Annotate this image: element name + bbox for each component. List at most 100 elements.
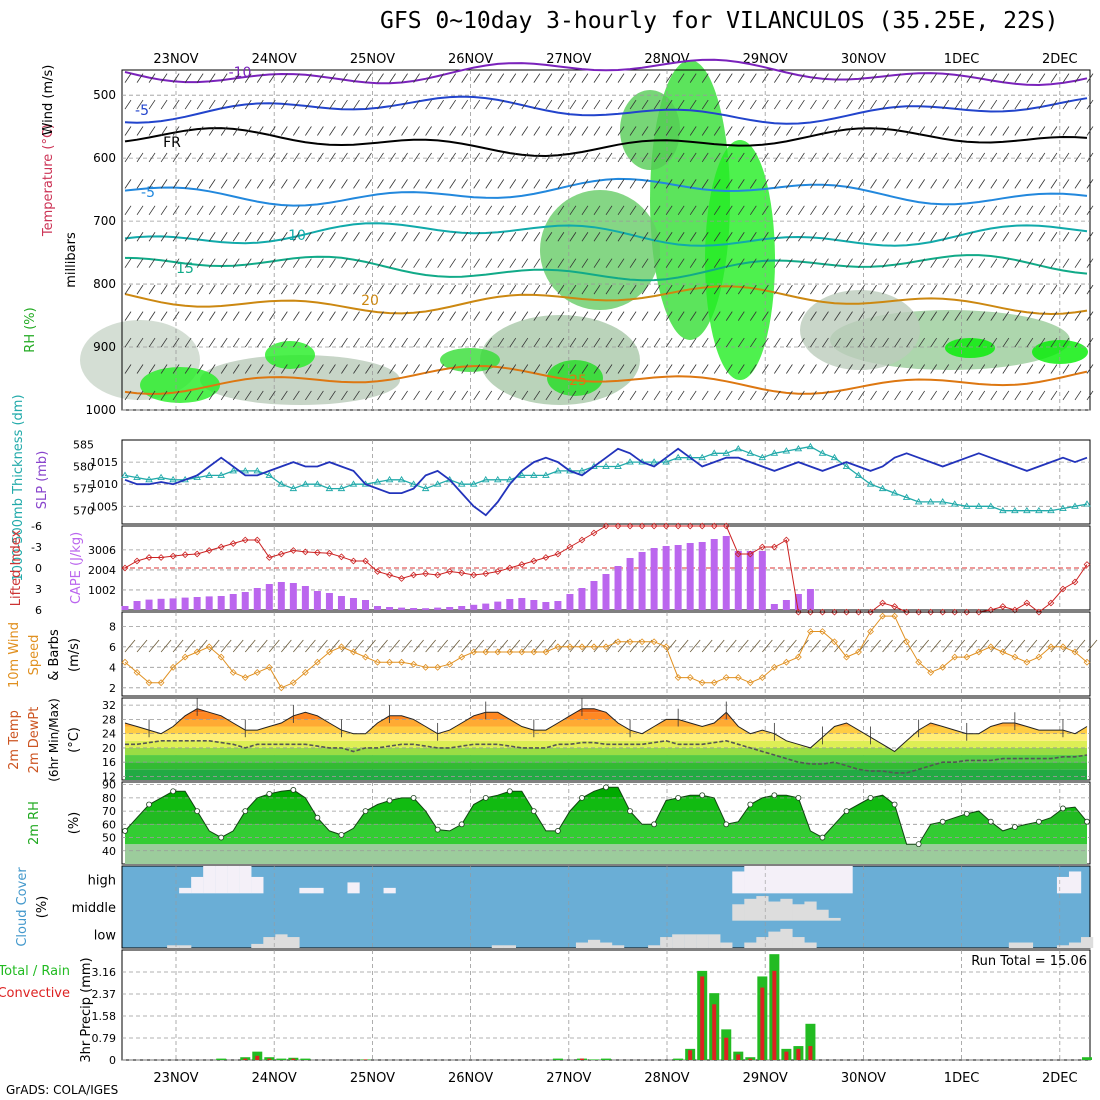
wind-barb [329, 311, 336, 321]
wind-barb [256, 99, 264, 110]
cloud-cell [744, 898, 757, 921]
wind-barb [425, 284, 432, 295]
lifted-index-point [422, 570, 430, 577]
wind-barb [834, 179, 841, 189]
wind-barb [858, 205, 865, 216]
wind-barb [1002, 337, 1010, 348]
wind-barb [641, 337, 649, 348]
wind-barb [1062, 205, 1070, 216]
thickness-point [926, 498, 935, 505]
wind-point [843, 653, 850, 661]
wind-barb [677, 232, 685, 242]
wind-barb [1062, 73, 1070, 83]
wind-barb [569, 390, 577, 401]
wind-barb [293, 152, 300, 163]
wind-barb [774, 337, 781, 348]
wind-barb [569, 99, 577, 110]
wind-barb [365, 179, 372, 189]
wind-barb [918, 311, 925, 321]
wind-barb [593, 73, 601, 83]
wind-barb [870, 364, 877, 374]
wind-barb [365, 205, 372, 216]
wind-barb [172, 73, 180, 83]
rh-point [747, 801, 754, 808]
wind-barb [786, 258, 793, 268]
rh-shading [945, 338, 995, 358]
wind-barb [858, 73, 865, 83]
wind-barb [413, 73, 420, 83]
precip-conv-bar [808, 1046, 813, 1060]
thickness-point [554, 467, 562, 474]
wind-barb [497, 126, 505, 136]
wind-barb [184, 152, 192, 163]
wind-barb [509, 99, 517, 110]
wind-barb [425, 639, 436, 653]
wind-barb [497, 639, 509, 653]
wind-barb [749, 284, 757, 295]
wind-barb [341, 284, 348, 295]
wind-barb [329, 232, 336, 242]
wind-barb [798, 179, 805, 189]
thickness-point [469, 480, 478, 487]
rh-tick-label: 70 [102, 805, 116, 818]
wind-point [915, 658, 923, 666]
wind-barb [617, 126, 625, 136]
wind-barb [148, 232, 156, 242]
wind-barb [894, 639, 905, 653]
wind-barb [521, 258, 529, 268]
cape-bar [662, 546, 670, 610]
wind-barb [954, 205, 962, 216]
wind-barb [148, 639, 160, 653]
wind-barb [172, 284, 180, 295]
date-label-bottom: 29NOV [743, 1071, 788, 1086]
precip-conv-bar [736, 1054, 741, 1060]
thickness-line [124, 445, 1088, 512]
wind-barb [184, 284, 192, 295]
wind-barb [858, 337, 865, 348]
date-label-top: 24NOV [252, 52, 297, 67]
cape-bar [374, 606, 382, 610]
wind-barb [1086, 311, 1094, 321]
thickness-point [313, 480, 322, 487]
rh-point [963, 810, 970, 817]
isotherm-label: -5 [135, 103, 149, 119]
wind-barb [774, 152, 781, 163]
wind-barb [942, 126, 950, 136]
wind-barb [906, 99, 913, 110]
lifted-index-point [843, 608, 850, 616]
rh-point [891, 801, 898, 808]
wind-barb [497, 364, 505, 374]
wind-barb [1038, 73, 1046, 83]
wind-barb [786, 639, 797, 653]
isotherm-line [124, 285, 1088, 316]
wind-barb [725, 639, 737, 653]
wind-barb [449, 179, 457, 189]
wind-barb [413, 639, 424, 653]
wind-barb [305, 284, 312, 295]
cloud-cell [744, 942, 757, 948]
wind-barb [485, 284, 493, 295]
wind-barb [497, 390, 505, 401]
thickness-point [614, 462, 622, 469]
date-labels-bottom: 23NOV 24NOV 25NOV 26NOV 27NOV 28NOV 29NOV 30NOV… [153, 1071, 1077, 1086]
wind-barb [425, 152, 432, 163]
wind-barb [208, 152, 216, 163]
wind-barb [966, 364, 974, 374]
wind-barb [882, 258, 889, 268]
wind-barb [281, 639, 292, 653]
wind-barb [353, 99, 360, 110]
cape-bar [325, 593, 333, 610]
rh-point [1060, 805, 1066, 812]
wind-barb [1062, 179, 1070, 189]
wind-barb [1062, 99, 1070, 110]
cape-bar [301, 586, 309, 610]
thickness-point [397, 475, 406, 483]
wind-point [698, 679, 706, 687]
pressure-tick-label: 700 [93, 214, 116, 228]
wind-barb [1062, 337, 1070, 348]
wind-barb [184, 311, 192, 321]
wind-barb [629, 232, 637, 242]
isotherm-line [124, 58, 1088, 87]
wind-barb [990, 152, 998, 163]
wind-barb [305, 390, 312, 401]
